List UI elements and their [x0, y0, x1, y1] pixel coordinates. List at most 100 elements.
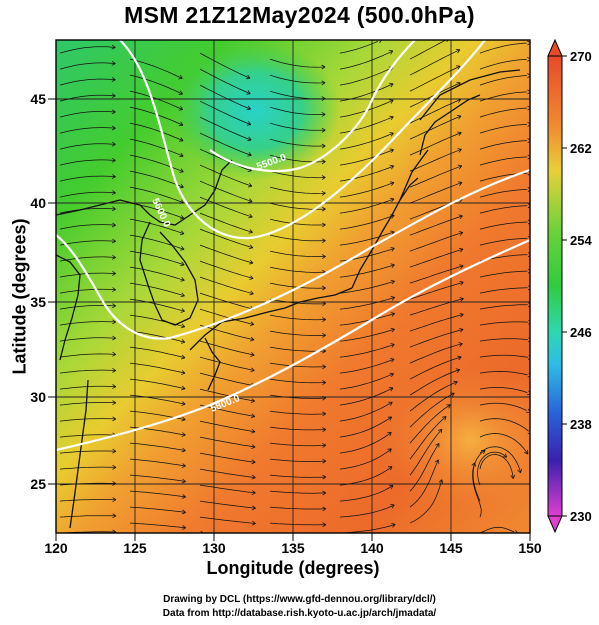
streamline — [59, 337, 116, 342]
streamline-arrowhead — [246, 74, 251, 80]
streamline — [409, 381, 458, 412]
streamline-arrowhead — [322, 364, 327, 370]
streamline-arrowhead — [179, 183, 184, 189]
streamline — [199, 116, 252, 141]
streamline-arrowhead — [390, 296, 395, 301]
streamline — [59, 78, 116, 86]
streamline-arrowhead — [247, 136, 252, 142]
streamline-arrowhead — [459, 297, 464, 302]
streamline-arrowhead — [181, 432, 186, 437]
streamline-arrowhead — [246, 105, 251, 111]
streamline-arrowhead — [112, 416, 117, 422]
colorbar-strip — [547, 55, 563, 517]
streamline — [269, 442, 326, 447]
drawing-credit: Drawing by DCL (https://www.gfd-dennou.o… — [163, 594, 436, 605]
streamline-arrowhead — [455, 48, 461, 54]
streamline-arrowhead — [112, 351, 117, 357]
streamline-arrowhead — [111, 141, 116, 147]
streamline-arrowhead — [270, 537, 274, 541]
streamline — [479, 140, 528, 150]
streamline-arrowhead — [251, 474, 256, 480]
streamline-arrowhead — [321, 159, 326, 165]
streamline-arrowhead — [510, 474, 516, 479]
streamline — [269, 314, 326, 321]
streamline — [59, 288, 116, 294]
streamline — [199, 212, 253, 233]
streamline — [409, 329, 464, 348]
streamline — [199, 84, 251, 110]
streamline-arrowhead — [322, 301, 326, 307]
streamline — [199, 420, 256, 433]
streamline-arrowhead — [111, 190, 116, 196]
streamline-arrowhead — [112, 303, 117, 309]
streamline — [339, 373, 394, 390]
streamline — [59, 62, 116, 70]
streamline — [199, 276, 254, 295]
streamline — [59, 143, 116, 150]
streamline — [129, 378, 186, 390]
tick-marks — [48, 98, 531, 541]
streamline-arrowhead — [111, 206, 116, 212]
streamline — [129, 330, 185, 343]
streamline — [59, 466, 116, 470]
streamline — [339, 67, 394, 86]
streamline-arrowhead — [450, 392, 455, 397]
streamline — [339, 149, 394, 166]
streamline — [409, 314, 464, 332]
streamline-arrowhead — [179, 152, 184, 158]
streamline — [409, 369, 460, 396]
streamline-arrowhead — [111, 109, 116, 115]
streamline — [409, 165, 462, 188]
x-tick-label: 140 — [360, 540, 384, 556]
colorbar-label: 238 — [570, 417, 592, 432]
streamline-arrowhead — [321, 222, 326, 228]
streamline — [339, 182, 395, 198]
streamline-arrowhead — [182, 525, 187, 530]
streamline-arrowhead — [250, 367, 255, 373]
streamline — [269, 170, 326, 179]
streamline — [199, 468, 256, 478]
streamline-arrowhead — [180, 277, 185, 282]
streamline-arrowhead — [391, 523, 396, 528]
streamline-arrowhead — [111, 125, 116, 131]
streamline-arrowhead — [178, 106, 184, 111]
streamline — [339, 198, 395, 214]
streamline — [129, 506, 186, 513]
streamline-arrowhead — [321, 112, 326, 117]
streamline — [129, 218, 185, 235]
streamline-arrowhead — [180, 339, 186, 344]
streamline — [409, 248, 464, 268]
streamline — [129, 58, 183, 79]
streamline-arrowhead — [248, 229, 253, 234]
x-tick-label: 125 — [123, 540, 147, 556]
streamline-arrowhead — [459, 280, 464, 286]
streamline-arrowhead — [322, 332, 326, 338]
streamline — [59, 482, 116, 486]
streamline — [199, 132, 252, 156]
streamline — [409, 428, 443, 476]
streamline-arrowhead — [322, 427, 327, 433]
streamline — [129, 458, 186, 467]
streamline — [339, 416, 392, 438]
streamline — [339, 448, 392, 470]
streamline — [269, 426, 326, 431]
streamline-arrowhead — [181, 494, 186, 499]
streamline — [409, 392, 455, 428]
colorbar: 270 262 254 246 238 230 — [547, 38, 592, 534]
streamline — [339, 328, 395, 342]
streamline-arrowhead — [321, 96, 326, 102]
streamline-arrowhead — [180, 323, 185, 329]
streamline — [479, 338, 528, 342]
streamline-arrowhead — [387, 416, 393, 421]
streamline-arrowhead — [458, 214, 463, 220]
streamline — [199, 436, 256, 448]
streamline — [479, 189, 528, 198]
streamline-arrowhead — [390, 214, 395, 219]
streamline — [269, 234, 326, 242]
streamline-arrowhead — [321, 254, 326, 259]
streamline-arrowhead — [179, 199, 184, 204]
streamline-arrowhead — [111, 238, 116, 244]
streamline — [59, 224, 116, 230]
streamline — [129, 186, 184, 204]
streamline-arrowhead — [179, 214, 185, 220]
